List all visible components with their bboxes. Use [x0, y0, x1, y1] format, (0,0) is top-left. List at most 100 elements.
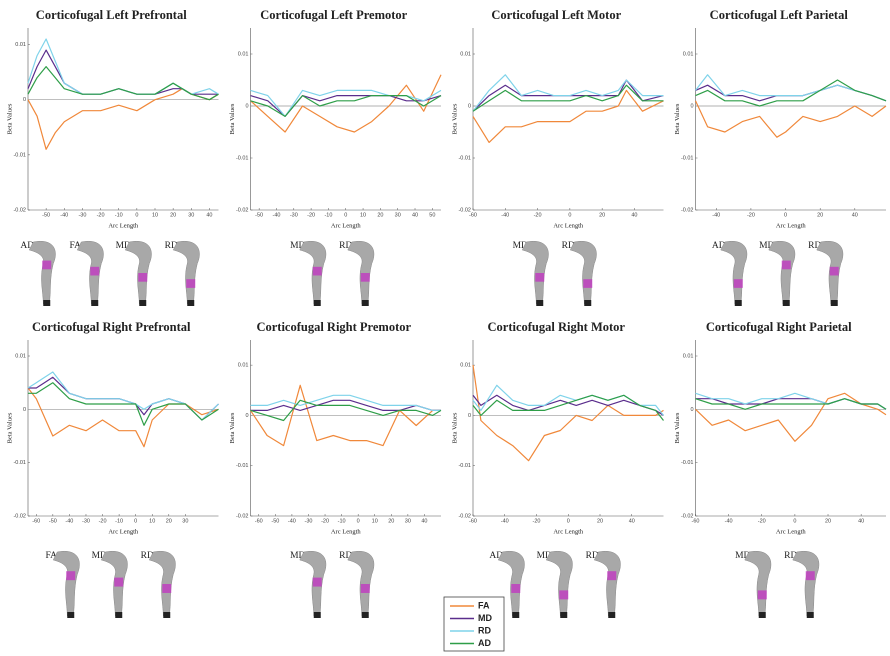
x-tick-label: -40	[288, 518, 296, 524]
chart-title: Corticofugal Right Parietal	[706, 320, 852, 334]
x-tick-label: -60	[469, 518, 477, 524]
x-tick-label: -10	[115, 212, 123, 218]
x-tick-label: -40	[725, 518, 733, 524]
tract-highlight	[757, 590, 767, 600]
data-line	[695, 398, 887, 410]
y-axis-label: Beta Values	[674, 103, 681, 134]
x-tick-label: 0	[793, 518, 796, 524]
x-tick-label: -30	[290, 212, 298, 218]
tract-highlight	[312, 577, 322, 587]
tract-label: RD	[165, 241, 178, 251]
y-tick-label: -0.02	[13, 513, 26, 519]
y-axis-label: Beta Values	[6, 103, 13, 134]
tract-illustration	[569, 240, 597, 306]
tract-highlight	[66, 571, 76, 581]
data-line	[472, 89, 664, 143]
tract-end	[313, 300, 321, 306]
y-tick-label: -0.01	[236, 155, 249, 161]
x-tick-label: -10	[338, 518, 346, 524]
y-tick-label: -0.01	[458, 155, 471, 161]
y-tick-label: 0.01	[15, 353, 26, 359]
tract-illustration	[768, 240, 796, 306]
data-line	[472, 394, 664, 421]
y-tick-label: 0.01	[15, 42, 26, 48]
chart-title: Corticofugal Right Motor	[488, 320, 626, 334]
tract-end	[91, 300, 99, 306]
chart-title: Corticofugal Right Prefrontal	[32, 320, 191, 334]
x-tick-label: 40	[631, 212, 637, 218]
tract-highlight	[186, 279, 196, 288]
legend-label: AD	[478, 638, 491, 648]
tract-illustration	[347, 240, 375, 306]
tract-label: AD	[712, 241, 726, 251]
y-tick-label: -0.02	[681, 207, 694, 213]
y-tick-label: -0.01	[681, 155, 694, 161]
tract-label: MD	[537, 551, 552, 561]
tract-highlight	[559, 590, 569, 600]
x-tick-label: 10	[372, 518, 378, 524]
tract-illustration	[744, 550, 772, 618]
x-tick-label: 10	[360, 212, 366, 218]
x-tick-label: 40	[858, 518, 864, 524]
y-tick-label: 0	[468, 103, 471, 109]
tract-label: MD	[116, 241, 131, 251]
x-tick-label: -40	[65, 518, 73, 524]
tract-end	[361, 300, 369, 306]
data-line	[250, 74, 442, 133]
x-tick-label: 0	[567, 518, 570, 524]
y-tick-label: 0.01	[460, 363, 471, 369]
tract-illustration	[148, 550, 176, 618]
x-tick-label: -60	[32, 518, 40, 524]
x-tick-label: -20	[307, 212, 315, 218]
tract-illustration	[124, 240, 152, 306]
tract-highlight	[511, 584, 521, 593]
x-tick-label: 50	[429, 212, 435, 218]
x-tick-label: -10	[324, 212, 332, 218]
y-tick-label: -0.02	[458, 513, 471, 519]
tract-highlight	[583, 279, 593, 288]
x-tick-label: -20	[747, 212, 755, 218]
x-tick-label: 10	[149, 518, 155, 524]
tract-highlight	[805, 571, 815, 581]
x-tick-label: -60	[692, 518, 700, 524]
x-tick-label: 20	[599, 212, 605, 218]
y-axis-label: Beta Values	[229, 412, 236, 443]
x-tick-label: -60	[469, 212, 477, 218]
tract-illustration	[52, 550, 80, 618]
y-tick-label: 0	[690, 103, 693, 109]
tract-end	[584, 300, 592, 306]
y-tick-label: -0.02	[458, 207, 471, 213]
y-tick-label: -0.02	[236, 513, 249, 519]
tract-end	[187, 300, 195, 306]
y-axis-label: Beta Values	[229, 103, 236, 134]
y-tick-label: 0.01	[460, 51, 471, 57]
x-tick-label: -20	[533, 518, 541, 524]
tract-illustration	[299, 550, 327, 618]
legend-label: RD	[478, 625, 491, 635]
y-tick-label: -0.01	[13, 152, 26, 158]
y-tick-label: -0.02	[236, 207, 249, 213]
y-tick-label: 0.01	[683, 51, 694, 57]
tract-label: RD	[784, 551, 797, 561]
y-axis-label: Beta Values	[451, 103, 458, 134]
tract-illustration	[792, 550, 820, 618]
tract-illustration	[720, 240, 748, 306]
chart-title: Corticofugal Left Parietal	[710, 8, 849, 22]
x-tick-label: -50	[271, 518, 279, 524]
tract-label: FA	[70, 241, 82, 251]
tract-end	[758, 612, 766, 618]
x-tick-label: 30	[395, 212, 401, 218]
data-line	[472, 74, 664, 112]
tract-label: MD	[92, 551, 107, 561]
y-tick-label: -0.02	[681, 513, 694, 519]
tract-end	[560, 612, 568, 618]
y-tick-label: 0	[468, 413, 471, 419]
tract-highlight	[42, 260, 52, 270]
x-tick-label: 30	[182, 518, 188, 524]
x-tick-label: -10	[115, 518, 123, 524]
tract-label: MD	[735, 551, 750, 561]
tract-end	[361, 612, 369, 618]
tract-illustration	[76, 240, 104, 306]
data-line	[27, 371, 219, 421]
tract-illustration	[172, 240, 200, 306]
